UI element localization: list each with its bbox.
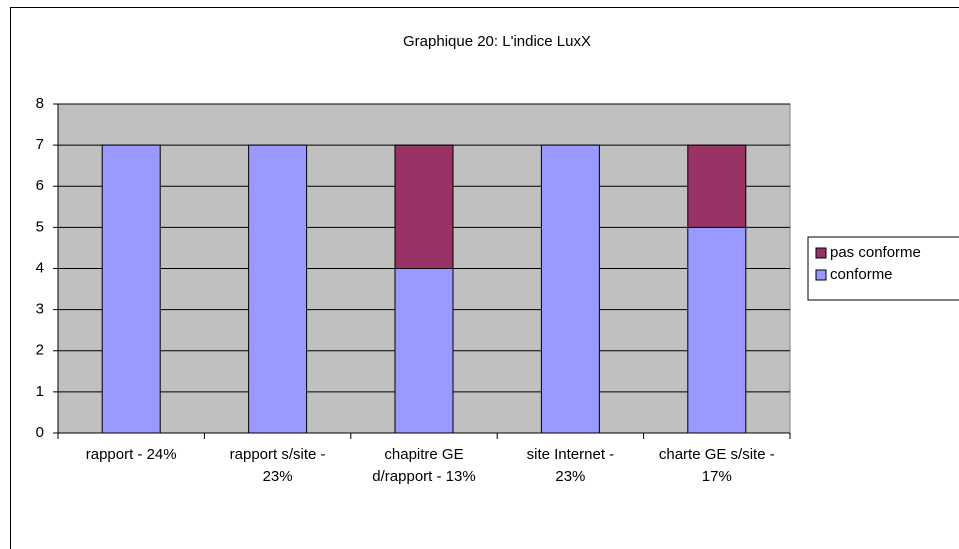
x-tick-label: rapport - 24% [85,446,177,463]
y-tick-label: 2 [36,342,44,359]
bar-segment [394,268,454,434]
legend-swatch [815,247,827,259]
x-tick-label: site Internet - 23% [526,446,615,485]
legend-label: pas conforme [830,244,921,261]
y-tick-label: 5 [36,218,44,235]
bar-segment [687,144,747,228]
x-tick-label: charte GE s/site - 17% [658,446,775,485]
y-tick-label: 8 [36,95,44,112]
y-tick-label: 4 [36,259,44,276]
y-tick-label: 3 [36,301,44,318]
chart-title: Graphique 20: L'indice LuxX [403,33,591,50]
y-tick-label: 0 [36,424,44,441]
y-tick-label: 7 [36,136,44,153]
y-tick-label: 6 [36,177,44,194]
legend-swatch [815,269,827,281]
legend-label: conforme [830,266,893,283]
y-tick-label: 1 [36,383,44,400]
bar-segment [394,144,454,269]
bar-segment [687,226,747,434]
bar-segment [248,144,308,434]
bar-segment [540,144,600,434]
x-tick-label: chapitre GE d/rapport - 13% [372,446,476,485]
legend-box [807,236,959,301]
bar-segment [101,144,161,434]
x-tick-label: rapport s/site - 23% [229,446,326,485]
